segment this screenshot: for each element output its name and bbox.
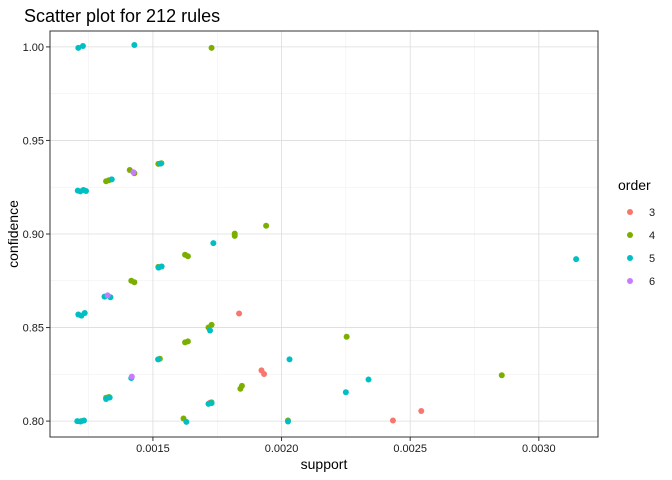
data-point (343, 333, 350, 340)
grid-lines (50, 31, 598, 437)
legend-label-6: 6 (649, 276, 655, 288)
data-point (210, 240, 217, 247)
y-tick-label: 0.80 (23, 416, 44, 428)
data-point (284, 418, 291, 425)
legend-label-5: 5 (649, 253, 655, 265)
legend-key-6 (627, 278, 633, 284)
legend-label-3: 3 (649, 207, 655, 219)
data-point (238, 382, 245, 389)
data-point (208, 400, 215, 407)
data-point (365, 376, 372, 383)
legend-key-5 (627, 255, 633, 261)
data-point (80, 417, 87, 424)
legend: order 3 4 5 6 (618, 177, 655, 288)
y-axis-title: confidence (5, 200, 21, 268)
data-point (263, 222, 270, 229)
x-axis-title: support (301, 456, 348, 472)
legend-key-4 (627, 232, 633, 238)
data-point (75, 44, 82, 51)
data-point (81, 309, 88, 316)
y-tick-label: 1.00 (23, 42, 44, 54)
legend-items: 3 4 5 6 (627, 207, 655, 288)
data-point (128, 373, 135, 380)
data-point (184, 338, 191, 345)
data-point (106, 394, 113, 401)
data-point (104, 292, 111, 299)
chart-title: Scatter plot for 212 rules (24, 6, 220, 26)
data-point (342, 389, 349, 396)
data-point (231, 232, 238, 239)
legend-title: order (618, 177, 651, 193)
data-point (286, 356, 293, 363)
data-point (131, 42, 138, 49)
data-point (157, 160, 164, 167)
series-order-6 (104, 169, 137, 380)
data-point (183, 418, 190, 425)
x-tick-label: 0.0015 (136, 443, 170, 455)
data-point (130, 169, 137, 176)
data-point (155, 356, 162, 363)
data-point (573, 256, 580, 263)
y-tick-label: 0.95 (23, 135, 44, 147)
data-point (208, 44, 215, 51)
legend-key-3 (627, 209, 633, 215)
data-point (108, 176, 115, 183)
y-tick-label: 0.85 (23, 323, 44, 335)
data-point (79, 42, 86, 49)
data-point (498, 372, 505, 379)
x-tick-label: 0.0025 (393, 443, 427, 455)
x-tick-label: 0.0020 (265, 443, 299, 455)
data-point (236, 310, 243, 317)
data-points (74, 42, 580, 425)
data-point (208, 321, 215, 328)
data-point (207, 327, 214, 334)
data-point (261, 370, 268, 377)
x-tick-label: 0.0030 (522, 443, 556, 455)
data-point (418, 407, 425, 414)
legend-label-4: 4 (649, 230, 655, 242)
data-point (83, 187, 90, 194)
y-tick-label: 0.90 (23, 229, 44, 241)
series-order-5 (74, 42, 580, 425)
data-point (158, 263, 165, 270)
data-point (131, 279, 138, 286)
data-point (389, 417, 396, 424)
axis-ticks: 0.0015 0.0020 0.0025 0.0030 0.80 0.85 0.90 0.95… (23, 42, 556, 455)
data-point (184, 253, 191, 260)
